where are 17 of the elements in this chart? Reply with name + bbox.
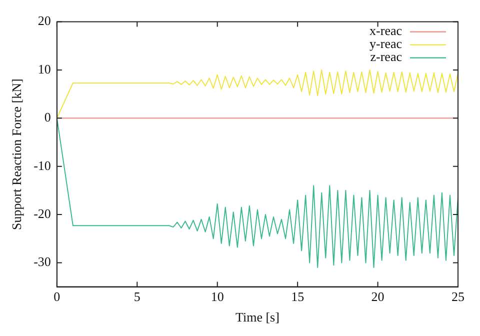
x-tick-label: 15 [291,289,304,304]
x-tick-label: 0 [54,289,60,304]
y-tick-label: 10 [38,61,51,76]
legend-label: y-reac [370,36,402,52]
y-axis-title: Support Reaction Force [kN] [9,78,24,230]
y-tick-label: 20 [38,13,51,28]
y-tick-label: -10 [34,158,51,173]
legend-label: x-reac [370,23,402,38]
legend-label: z-reac [370,49,402,64]
y-tick-label: 0 [44,110,51,125]
x-tick-label: 5 [134,289,140,304]
y-tick-label: -30 [34,254,51,270]
x-axis-title: Time [s] [235,310,280,325]
x-tick-label: 20 [371,289,384,304]
y-tick-label: -20 [34,206,51,221]
x-tick-label: 10 [210,289,224,304]
x-tick-label: 25 [452,289,464,304]
